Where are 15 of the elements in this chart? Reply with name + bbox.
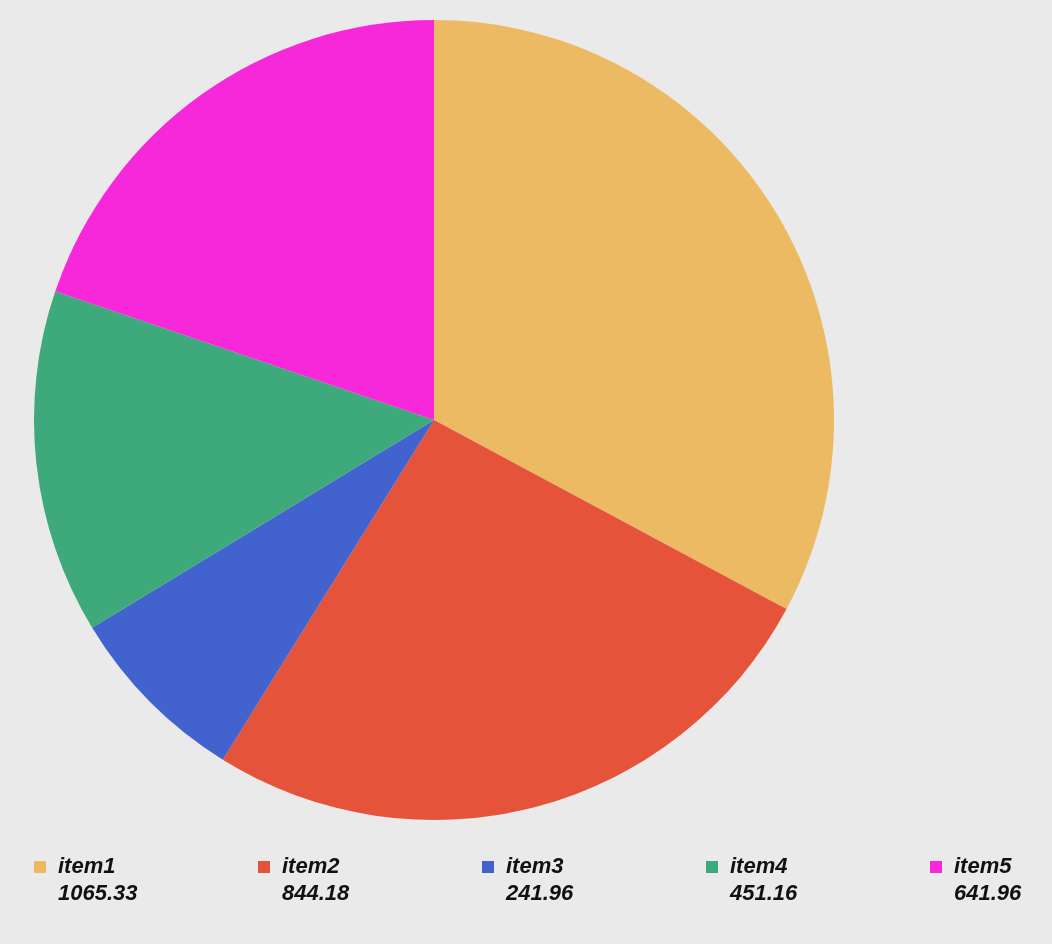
legend-label: item4 <box>730 853 788 878</box>
legend-label: item2 <box>282 853 341 878</box>
pie-slice <box>434 20 834 610</box>
pie-slice <box>92 420 434 760</box>
pie-slice <box>222 420 787 820</box>
data-label: 641.96 <box>954 880 1023 905</box>
pie-slice <box>34 291 434 628</box>
data-label: 241.96 <box>505 880 575 905</box>
data-label: 451.16 <box>729 880 799 905</box>
legend-label: item5 <box>954 853 1013 878</box>
data-label: 844.18 <box>282 880 351 905</box>
legend-label: item1 <box>58 853 116 878</box>
data-label: 1065.33 <box>58 880 138 905</box>
pie-slice <box>55 20 434 420</box>
legend-label: item3 <box>506 853 564 878</box>
